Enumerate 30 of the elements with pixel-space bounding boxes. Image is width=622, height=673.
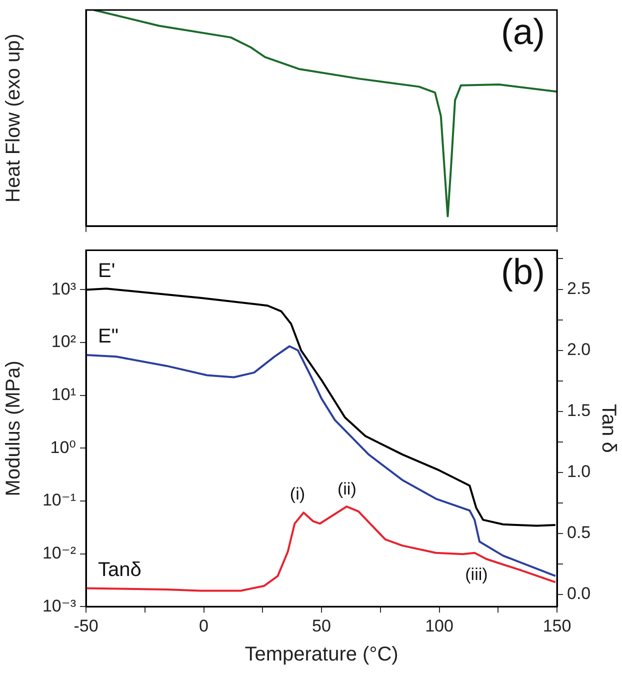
y2-tick-label: 2.0 (567, 340, 591, 359)
y-tick-label: 10² (51, 332, 76, 352)
y2-axis-title: Tan δ (597, 404, 620, 453)
y2-tick-label: 0.5 (567, 523, 591, 542)
y2-tick-label: 0.0 (567, 584, 591, 604)
y-axis-title: Modulus (MPa) (2, 360, 25, 496)
y2-tick-label: 1.0 (567, 462, 591, 482)
annotation: (iii) (465, 564, 488, 584)
annotation: (i) (290, 484, 306, 504)
series-label: E' (98, 260, 116, 282)
y-tick-label: 10⁻³ (42, 596, 76, 616)
y-tick-label: 10³ (51, 279, 76, 298)
y-tick-label: 10⁰ (50, 438, 76, 457)
annotation: (b) (501, 251, 545, 292)
y-tick-label: 10¹ (51, 385, 76, 404)
x-tick-label: 150 (542, 616, 572, 636)
annotation: (a) (501, 10, 545, 52)
x-tick-label: 50 (312, 616, 331, 636)
series-label: E" (98, 326, 118, 348)
series-label: Tanδ (98, 558, 142, 581)
y-axis-title: Heat Flow (exo up) (2, 34, 25, 202)
y2-tick-label: 2.5 (567, 278, 591, 298)
x-tick-label: 0 (199, 616, 208, 636)
x-tick-label: -50 (74, 616, 98, 636)
y-tick-label: 10⁻² (42, 543, 76, 562)
x-axis-title: Temperature (°C) (244, 644, 398, 666)
annotation: (ii) (337, 480, 356, 499)
x-tick-label: 100 (425, 616, 454, 636)
y2-tick-label: 1.5 (567, 401, 591, 420)
y-tick-label: 10⁻¹ (42, 490, 76, 510)
